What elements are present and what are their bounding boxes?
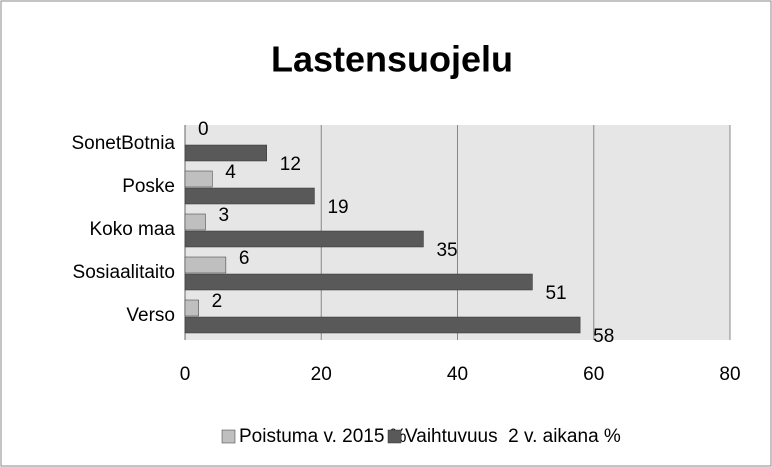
data-label: 51 <box>545 283 566 304</box>
x-tick-label: 60 <box>583 364 604 385</box>
x-tick-label: 0 <box>180 364 191 385</box>
data-label: 12 <box>280 154 301 175</box>
bar <box>184 256 227 274</box>
data-label: 6 <box>239 248 250 269</box>
chart-title: Lastensuojelu <box>271 39 513 80</box>
data-label: 3 <box>218 205 229 226</box>
data-label: 4 <box>225 162 236 183</box>
bar <box>184 144 267 162</box>
y-tick-label: SonetBotnia <box>71 133 175 154</box>
bar <box>184 230 424 248</box>
data-label: 35 <box>436 240 457 261</box>
legend-swatch <box>387 429 402 444</box>
legend-label: Vaihtuvuus 2 v. aikana % <box>405 426 621 447</box>
bar <box>184 170 213 188</box>
x-tick-label: 20 <box>311 364 332 385</box>
bar <box>184 299 199 317</box>
data-label: 2 <box>212 291 223 312</box>
legend-swatch <box>221 429 236 444</box>
data-label: 58 <box>593 326 614 347</box>
bar <box>184 316 581 334</box>
bar <box>184 187 315 205</box>
legend-label: Poistuma v. 2015 % <box>239 426 407 447</box>
y-tick-label: Sosiaalitaito <box>73 262 175 283</box>
x-tick-label: 40 <box>447 364 468 385</box>
y-tick-label: Poske <box>122 176 175 197</box>
bar <box>184 213 206 231</box>
y-tick-label: Koko maa <box>89 219 175 240</box>
y-tick-label: Verso <box>126 305 175 326</box>
data-label: 0 <box>198 119 209 140</box>
x-tick-label: 80 <box>719 364 740 385</box>
bar <box>184 273 533 291</box>
data-label: 19 <box>327 197 348 218</box>
